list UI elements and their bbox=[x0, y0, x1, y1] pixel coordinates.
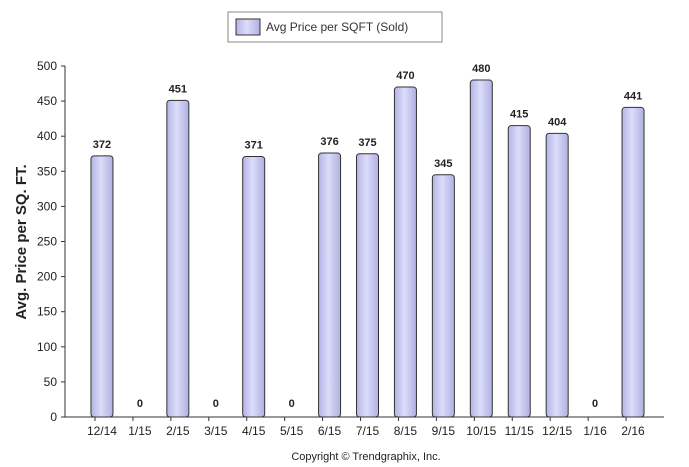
legend-box bbox=[227, 11, 443, 43]
y-axis-ticks: 0 50 100 150 200 250 300 350 400 450 500 bbox=[37, 59, 65, 424]
x-tick-label: 10/15 bbox=[466, 424, 496, 438]
x-tick-label: 6/15 bbox=[318, 424, 342, 438]
copyright-text: Copyright © Trendgraphix, Inc. bbox=[291, 451, 440, 463]
data-label: 451 bbox=[169, 83, 187, 95]
y-tick-label: 400 bbox=[37, 129, 57, 143]
data-label: 0 bbox=[213, 398, 219, 410]
legend-swatch bbox=[235, 18, 261, 36]
data-label: 375 bbox=[358, 137, 376, 149]
data-label: 0 bbox=[289, 398, 295, 410]
bar bbox=[318, 152, 342, 418]
y-tick-label: 350 bbox=[37, 164, 57, 178]
data-label: 0 bbox=[592, 398, 598, 410]
x-tick-label: 1/15 bbox=[128, 424, 152, 438]
data-label: 404 bbox=[548, 116, 567, 128]
y-tick-label: 300 bbox=[37, 199, 57, 213]
bar bbox=[545, 132, 569, 418]
data-label: 345 bbox=[434, 158, 452, 170]
x-tick-label: 12/14 bbox=[87, 424, 117, 438]
data-label: 372 bbox=[93, 139, 111, 151]
x-tick-label: 7/15 bbox=[356, 424, 380, 438]
bar bbox=[469, 79, 493, 418]
bar bbox=[621, 106, 645, 418]
bar bbox=[90, 155, 114, 418]
bars bbox=[90, 79, 645, 418]
y-tick-label: 200 bbox=[37, 270, 57, 284]
y-tick-label: 0 bbox=[50, 410, 57, 424]
data-label: 376 bbox=[320, 136, 338, 148]
y-tick-label: 100 bbox=[37, 340, 57, 354]
y-tick-label: 250 bbox=[37, 235, 57, 249]
y-tick-label: 150 bbox=[37, 305, 57, 319]
data-label: 415 bbox=[510, 109, 528, 121]
bar bbox=[242, 156, 266, 418]
x-tick-label: 1/16 bbox=[583, 424, 607, 438]
data-label: 441 bbox=[624, 90, 642, 102]
bar bbox=[507, 125, 531, 418]
x-tick-label: 2/16 bbox=[621, 424, 645, 438]
bar bbox=[431, 174, 455, 418]
legend-label: Avg Price per SQFT (Sold) bbox=[266, 20, 408, 34]
x-tick-label: 9/15 bbox=[432, 424, 456, 438]
x-tick-label: 2/15 bbox=[166, 424, 190, 438]
data-label: 0 bbox=[137, 398, 143, 410]
bar bbox=[393, 86, 417, 418]
x-tick-label: 3/15 bbox=[204, 424, 228, 438]
bar bbox=[356, 153, 379, 418]
x-tick-label: 12/15 bbox=[542, 424, 572, 438]
data-labels: 372 0 451 0 371 0 376 375 470 345 480 415 404 0 441 bbox=[93, 63, 642, 410]
data-label: 480 bbox=[472, 63, 490, 75]
y-tick-label: 500 bbox=[37, 59, 57, 73]
y-tick-label: 50 bbox=[44, 375, 58, 389]
data-label: 371 bbox=[245, 140, 263, 152]
x-tick-label: 5/15 bbox=[280, 424, 304, 438]
x-tick-label: 11/15 bbox=[505, 424, 534, 438]
x-axis-ticks: 12/14 1/15 2/15 3/15 4/15 5/15 6/15 7/15 8/15 9/1… bbox=[87, 417, 645, 438]
data-label: 470 bbox=[396, 70, 414, 82]
y-axis-label: Avg. Price per SQ. FT. bbox=[13, 164, 30, 319]
legend: Avg Price per SQFT (Sold) bbox=[227, 11, 443, 43]
x-tick-label: 8/15 bbox=[394, 424, 418, 438]
bar bbox=[166, 99, 190, 418]
y-tick-label: 450 bbox=[37, 94, 57, 108]
x-tick-label: 4/15 bbox=[242, 424, 266, 438]
